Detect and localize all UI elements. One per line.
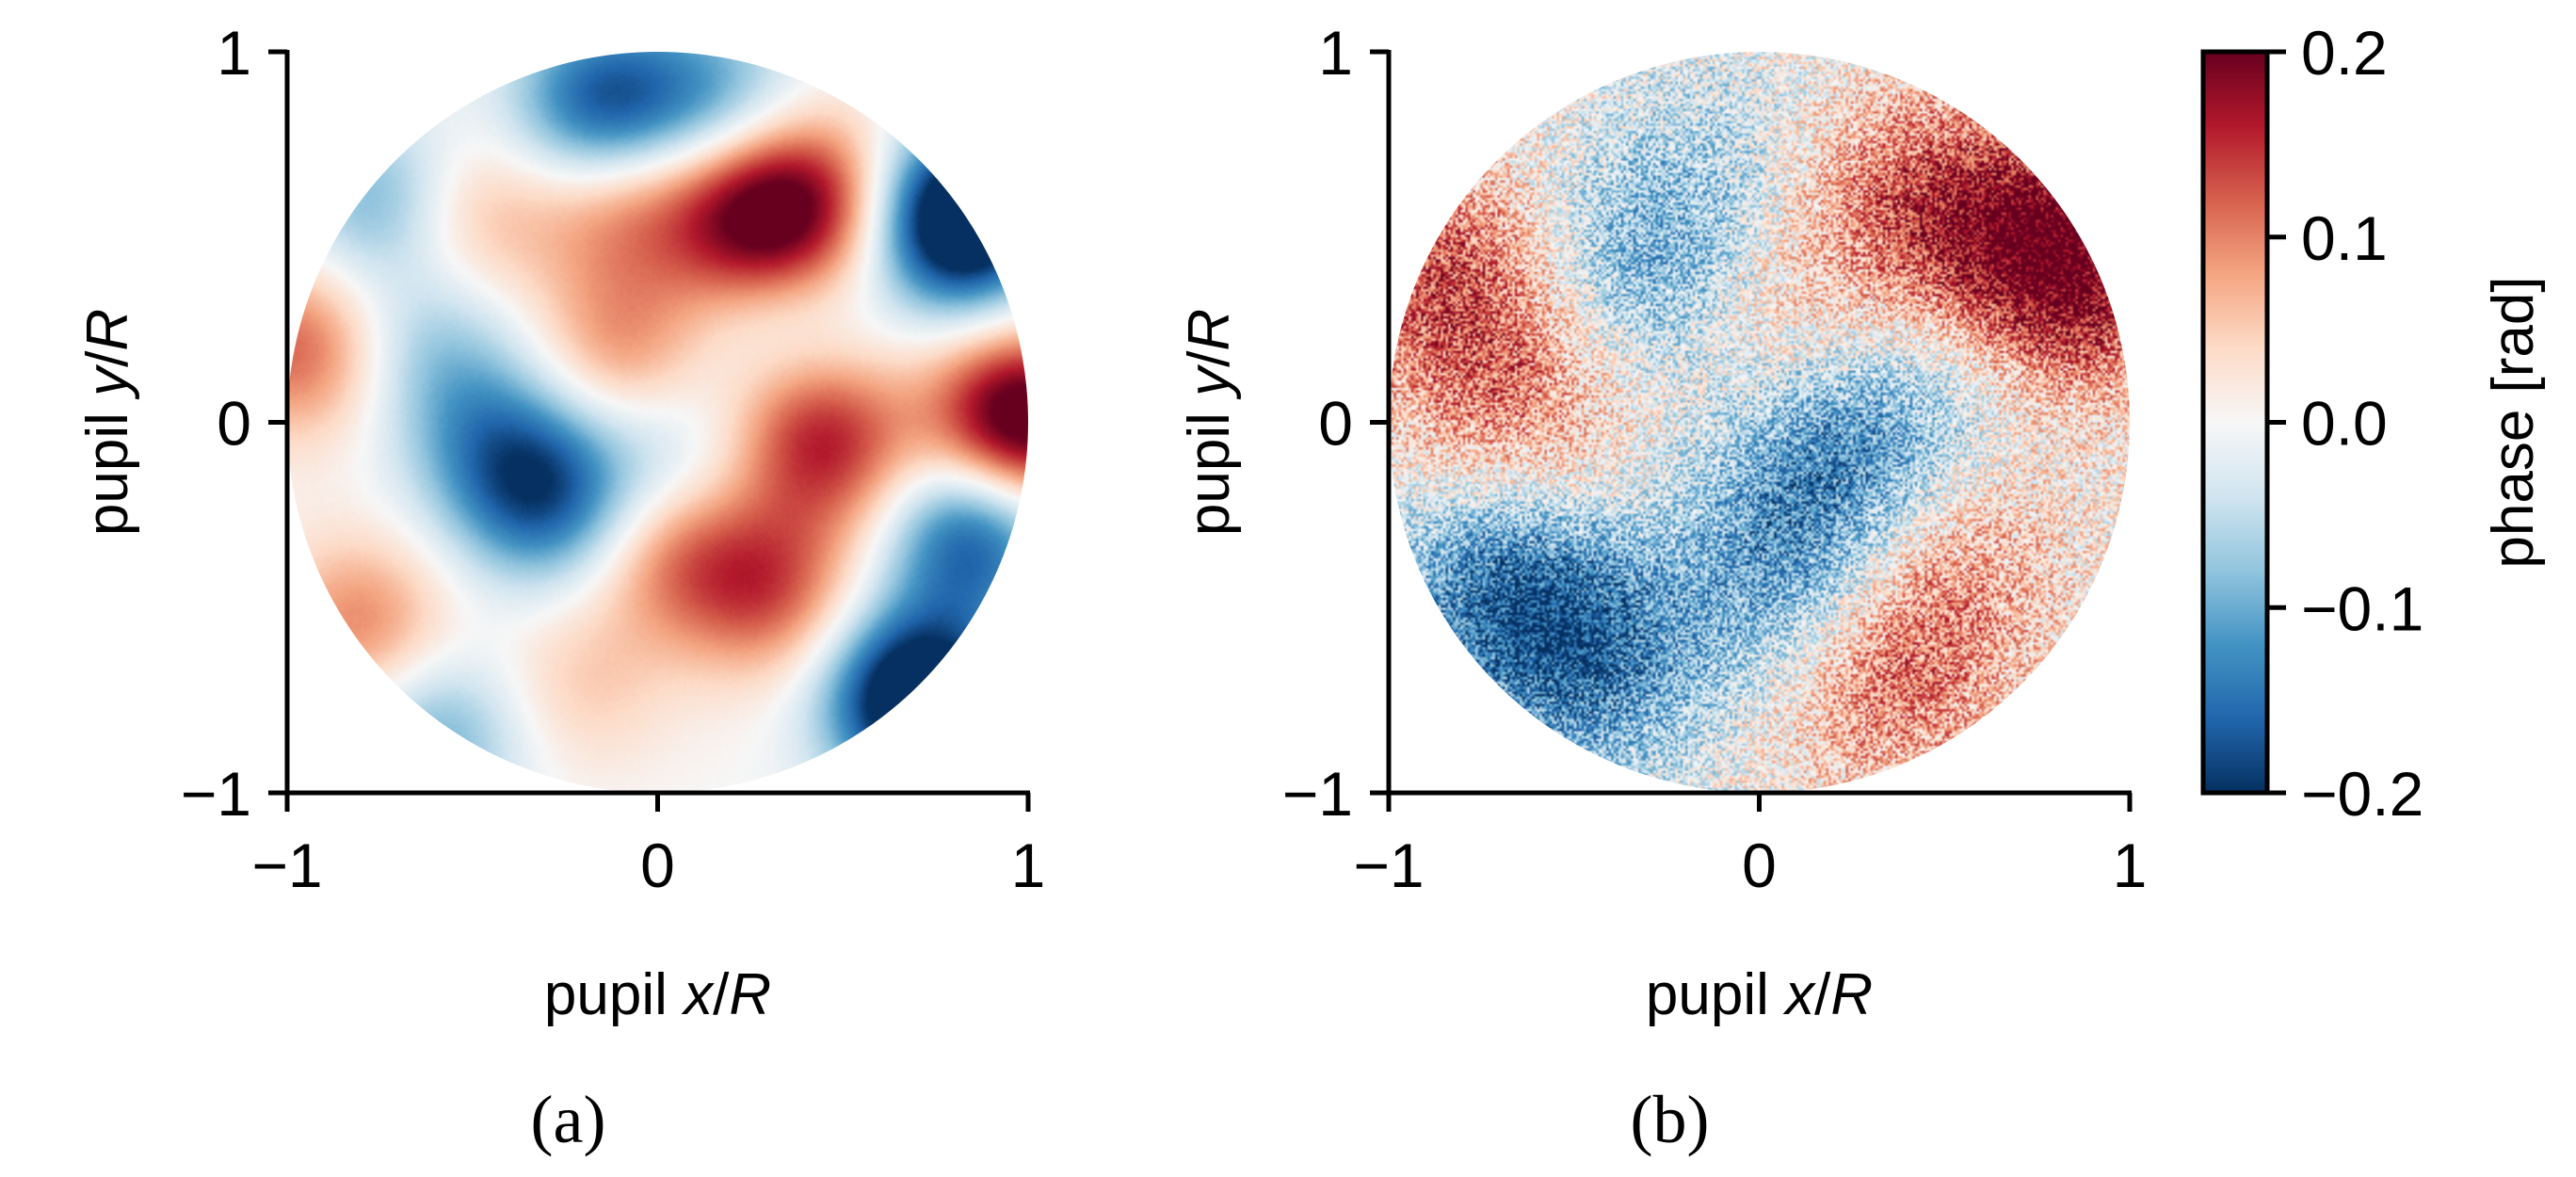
y-tick-label: −1 (1282, 759, 1353, 829)
y-tick-label: 0 (1318, 389, 1353, 459)
colorbar-tick-label: 0.0 (2301, 389, 2388, 459)
colorbar-gradient (2203, 52, 2267, 793)
x-tick-label: −1 (1353, 830, 1424, 900)
x-tick-label: 1 (1011, 830, 1046, 900)
y-tick-label: 1 (1318, 18, 1353, 88)
colorbar-tick-label: 0.2 (2301, 18, 2388, 88)
phase-image-a (287, 52, 1028, 793)
y-axis-label-b: pupil y/R (1177, 309, 1242, 536)
panel-label-b: (b) (1631, 1082, 1710, 1157)
x-tick-label: 0 (1742, 830, 1777, 900)
x-tick-label: −1 (251, 830, 322, 900)
y-axis-label-a: pupil y/R (75, 309, 140, 536)
x-axis-label-b: pupil x/R (1646, 962, 1873, 1027)
axes-a: −1 0 1 −1 0 1 (181, 18, 1046, 900)
y-tick-label: 0 (217, 389, 251, 459)
y-tick-label: 1 (217, 18, 251, 88)
phase-map-a (287, 52, 1028, 793)
phase-map-b (1389, 52, 2130, 793)
colorbar-tick-label: −0.1 (2301, 573, 2423, 643)
colorbar-tick-label: −0.2 (2301, 759, 2423, 829)
y-tick-label: −1 (181, 759, 251, 829)
x-axis-label-a: pupil x/R (544, 962, 771, 1027)
phase-image-b (1389, 52, 2130, 793)
panel-a: −1 0 1 −1 0 1 pupil x/R pupil y/R (a) (75, 18, 1045, 1157)
x-tick-label: 1 (2113, 830, 2148, 900)
panel-label-a: (a) (531, 1082, 606, 1157)
colorbar-ticks: 0.2 0.1 0.0 −0.1 −0.2 (2267, 18, 2423, 829)
colorbar-tick-label: 0.1 (2301, 203, 2388, 273)
colorbar: 0.2 0.1 0.0 −0.1 −0.2 phase [rad] (2200, 18, 2546, 829)
panel-b: −1 0 1 −1 0 1 pupil x/R pupil y/R (b) (1177, 18, 2147, 1157)
colorbar-label: phase [rad] (2481, 276, 2546, 568)
x-tick-label: 0 (640, 830, 675, 900)
axes-b: −1 0 1 −1 0 1 (1282, 18, 2148, 900)
